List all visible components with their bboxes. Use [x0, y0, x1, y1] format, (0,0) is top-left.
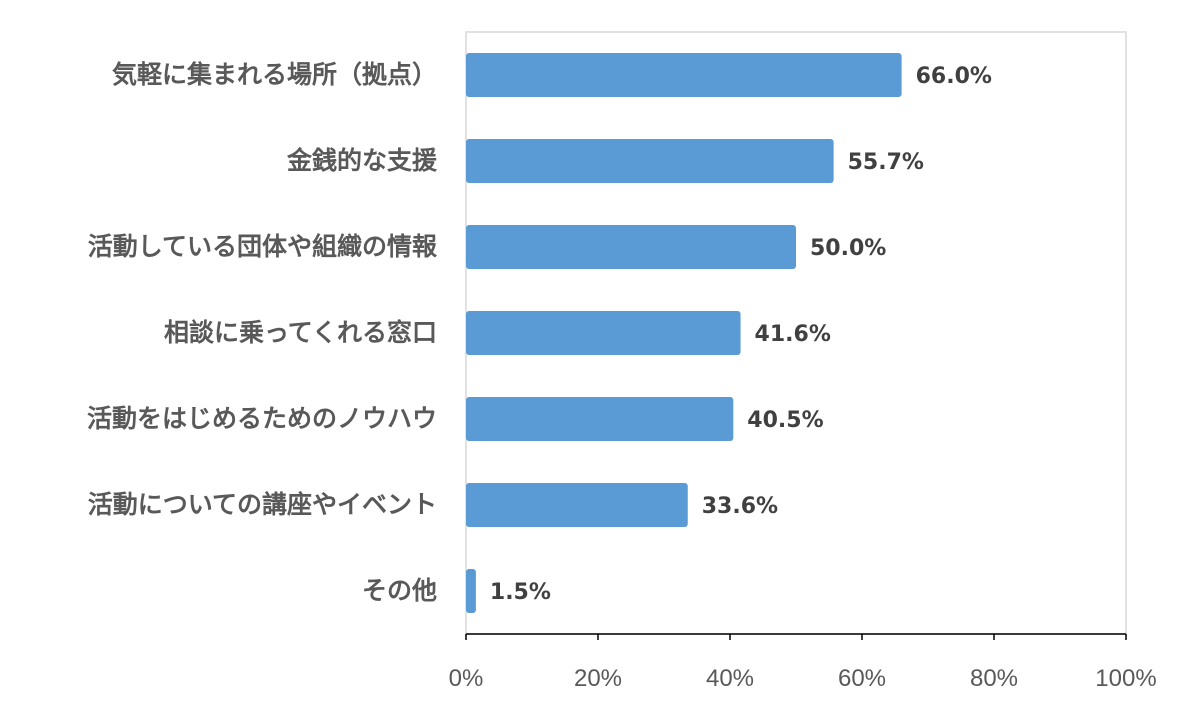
data-label: 50.0%	[810, 236, 886, 261]
x-tick-label: 80%	[970, 665, 1018, 692]
category-label: 気軽に集まれる場所（拠点）	[112, 60, 437, 89]
data-label: 40.5%	[747, 408, 823, 433]
bar	[466, 397, 734, 441]
x-tick-label: 100%	[1095, 665, 1156, 692]
category-label: 活動についての講座やイベント	[88, 490, 437, 519]
data-label: 66.0%	[916, 64, 992, 89]
data-label: 55.7%	[848, 150, 924, 175]
x-tick-label: 60%	[838, 665, 886, 692]
category-label: 活動している団体や組織の情報	[88, 232, 438, 261]
bar	[466, 225, 796, 269]
category-label: 相談に乗ってくれる窓口	[164, 318, 437, 347]
bars-layer	[466, 53, 902, 613]
data-label: 41.6%	[755, 322, 831, 347]
bar	[466, 311, 741, 355]
category-label: その他	[362, 576, 437, 605]
bar	[466, 569, 476, 613]
category-label: 金銭的な支援	[286, 146, 438, 175]
x-axis: 0% 20% 40% 60% 80% 100%	[449, 633, 1157, 692]
bar	[466, 139, 834, 183]
data-label: 33.6%	[702, 494, 778, 519]
x-tick-label: 20%	[574, 665, 622, 692]
data-label: 1.5%	[490, 580, 551, 605]
bar	[466, 483, 688, 527]
bar	[466, 53, 902, 97]
category-label: 活動をはじめるためのノウハウ	[87, 404, 437, 433]
x-tick-label: 40%	[706, 665, 754, 692]
x-tick-label: 0%	[449, 665, 484, 692]
labels-layer: 気軽に集まれる場所（拠点） 66.0% 金銭的な支援 55.7% 活動している団体や組織…	[87, 60, 992, 605]
